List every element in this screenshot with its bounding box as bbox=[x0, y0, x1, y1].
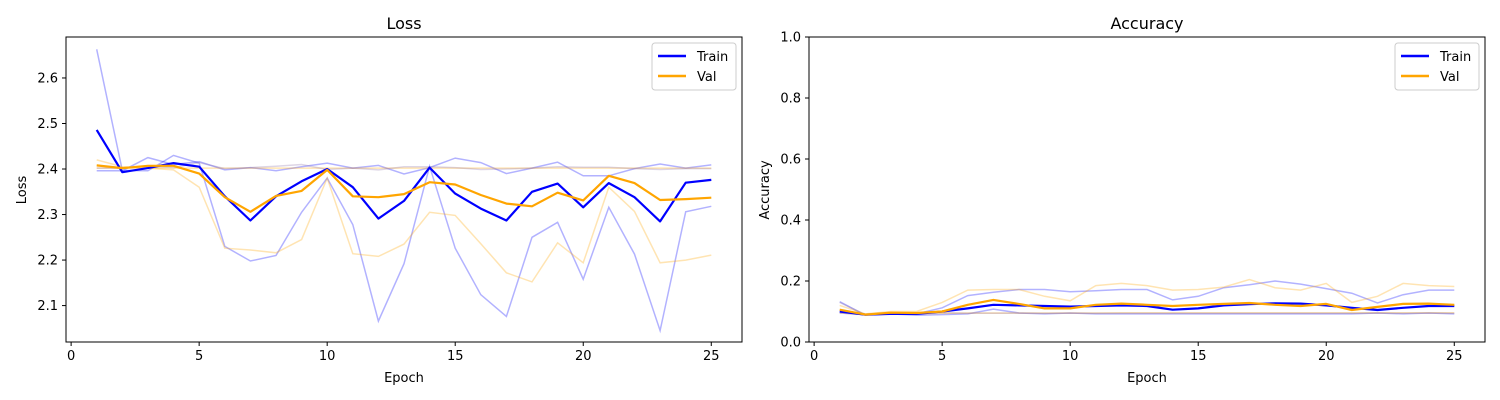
accuracy-y-tick-label: 1.0 bbox=[780, 31, 801, 46]
loss-chart-title: Loss bbox=[386, 14, 421, 33]
accuracy-x-axis-label: Epoch bbox=[1127, 371, 1167, 386]
accuracy-y-tick-label: 0.6 bbox=[780, 153, 801, 168]
loss-faint-line-0 bbox=[95, 49, 712, 334]
accuracy-y-tick-label: 0.2 bbox=[780, 275, 801, 290]
loss-x-tick-label: 25 bbox=[703, 349, 720, 364]
loss-y-axis-label: Loss bbox=[15, 176, 30, 205]
loss-x-axis-label: Epoch bbox=[384, 371, 424, 386]
accuracy-x-tick-label: 15 bbox=[1190, 349, 1207, 364]
loss-legend: Train Val bbox=[651, 42, 737, 91]
loss-val-line bbox=[96, 164, 712, 213]
loss-train-line bbox=[95, 129, 712, 223]
loss-x-tick-label: 15 bbox=[447, 349, 464, 364]
loss-y-tick-label: 2.4 bbox=[37, 163, 58, 178]
accuracy-axes-frame bbox=[808, 36, 1486, 343]
accuracy-legend-val-label: Val bbox=[1440, 70, 1459, 85]
loss-legend-train-label: Train bbox=[696, 50, 728, 65]
loss-axes-frame bbox=[65, 36, 743, 343]
accuracy-y-tick-label: 0.8 bbox=[780, 92, 801, 107]
loss-x-tick-label: 5 bbox=[195, 349, 203, 364]
accuracy-x-tick-label: 0 bbox=[810, 349, 818, 364]
loss-faint-line-2 bbox=[96, 159, 712, 283]
accuracy-x-tick-label: 10 bbox=[1062, 349, 1079, 364]
accuracy-chart-title: Accuracy bbox=[1110, 14, 1183, 33]
accuracy-x-tick-label: 20 bbox=[1318, 349, 1335, 364]
loss-x-tick-label: 10 bbox=[319, 349, 336, 364]
accuracy-faint-line-4 bbox=[839, 301, 1455, 316]
accuracy-x-tick-label: 5 bbox=[938, 349, 946, 364]
loss-x-tick-label: 20 bbox=[575, 349, 592, 364]
loss-y-tick-label: 2.2 bbox=[37, 254, 58, 269]
accuracy-legend-train-label: Train bbox=[1439, 50, 1471, 65]
accuracy-plot-area bbox=[839, 278, 1455, 316]
accuracy-faint-line-2 bbox=[839, 278, 1455, 315]
accuracy-y-tick-label: 0.0 bbox=[780, 336, 801, 351]
loss-y-tick-label: 2.5 bbox=[37, 117, 58, 132]
accuracy-x-tick-label: 25 bbox=[1446, 349, 1463, 364]
loss-legend-val-label: Val bbox=[697, 70, 716, 85]
accuracy-val-line bbox=[839, 298, 1455, 316]
accuracy-legend: Train Val bbox=[1394, 42, 1480, 91]
accuracy-faint-line-1 bbox=[839, 308, 1455, 316]
loss-x-tick-label: 0 bbox=[67, 349, 75, 364]
loss-plot-area bbox=[95, 49, 712, 334]
loss-chart: Loss 0 5 10 15 20 252.12.22.32.42.52.6 Epoch … bbox=[15, 14, 743, 386]
accuracy-chart: Accuracy 0 5 10 15 20 25 0.0 0.2 0.4 0.6 0.8 1.0 Ep… bbox=[758, 14, 1486, 386]
loss-y-tick-label: 2.6 bbox=[37, 71, 58, 86]
accuracy-faint-line-0 bbox=[839, 280, 1455, 316]
accuracy-y-axis-label: Accuracy bbox=[758, 160, 773, 220]
accuracy-y-tick-label: 0.4 bbox=[780, 214, 801, 229]
loss-y-tick-label: 2.3 bbox=[37, 208, 58, 223]
loss-axis-ticks: 0 5 10 15 20 25 2.1 2.2 2.3 2.4 2.5 2.6 bbox=[37, 71, 719, 364]
loss-faint-line-4 bbox=[96, 161, 712, 171]
accuracy-axis-ticks: 0 5 10 15 20 25 0.0 0.2 0.4 0.6 0.8 1.0 bbox=[780, 31, 1462, 365]
accuracy-faint-line-3 bbox=[839, 311, 1455, 316]
loss-y-tick-label: 2.1 bbox=[37, 299, 58, 314]
